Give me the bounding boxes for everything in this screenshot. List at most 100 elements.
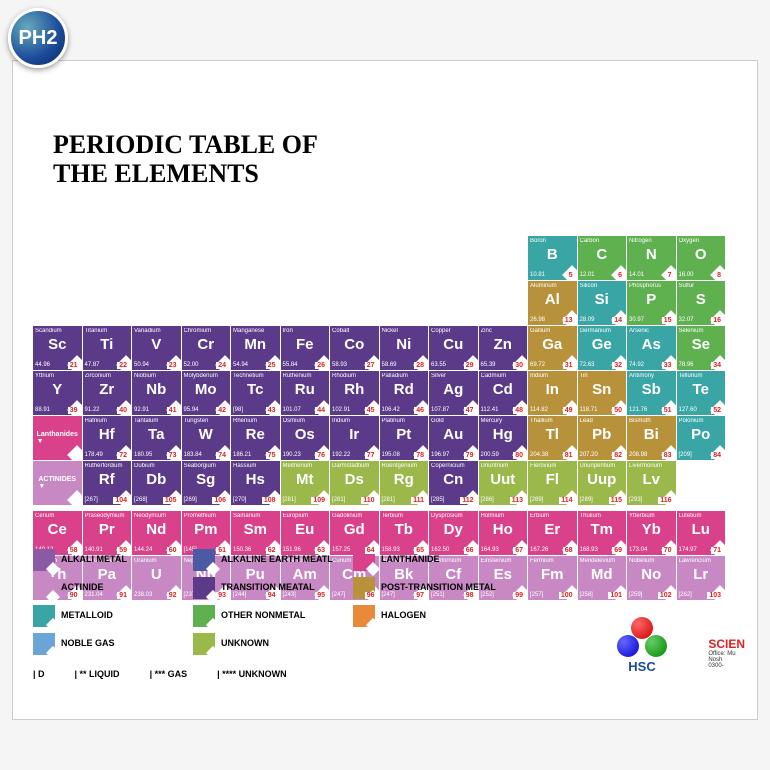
element-mass: [286] — [481, 497, 494, 503]
element-Sc: Scandium Sc 44.96 21 — [33, 326, 82, 370]
element-Mn: Manganese Mn 54.94 25 — [231, 326, 280, 370]
element-Cn: Copernicium Cn [285] 112 — [429, 461, 478, 505]
element-number: 31 — [563, 362, 575, 369]
element-name: Gold — [431, 418, 476, 424]
element-name: Lawrencium — [679, 558, 724, 564]
element-number: 61 — [216, 547, 228, 554]
page-title: PERIODIC TABLE OF THE ELEMENTS — [53, 131, 318, 188]
element-number: 81 — [563, 452, 575, 459]
swatch-icon — [353, 605, 375, 627]
element-Ga: Gallium Ga 69.72 31 — [528, 326, 577, 370]
element-mass: 200.59 — [481, 452, 499, 458]
element-Ir: Iridium Ir 192.22 77 — [330, 416, 379, 460]
element-Lr: Lawrencium Lr [262] 103 — [677, 556, 726, 600]
element-name: Manganese — [233, 328, 278, 334]
element-symbol: Se — [677, 336, 726, 353]
element-mass: 186.21 — [233, 452, 251, 458]
element-symbol: Ir — [330, 426, 379, 443]
element-mass: 107.87 — [431, 407, 449, 413]
legend-item: METALLOID — [33, 605, 193, 627]
element-name: Seaborgium — [184, 463, 229, 469]
title-line2: THE ELEMENTS — [53, 160, 318, 189]
element-mass: [259] — [629, 592, 642, 598]
element-N: Nitrogen N 14.01 7 — [627, 236, 676, 280]
element-symbol: Co — [330, 336, 379, 353]
element-number: 99 — [513, 592, 525, 599]
element-mass: 195.08 — [382, 452, 400, 458]
element-name: Gallium — [530, 328, 575, 334]
element-number: 111 — [411, 497, 426, 504]
element-number: 32 — [612, 362, 624, 369]
element-mass: 30.97 — [629, 317, 644, 323]
legend-item: OTHER NONMETAL — [193, 605, 353, 627]
element-symbol: Ge — [578, 336, 627, 353]
element-In: Indium In 114.82 49 — [528, 371, 577, 415]
element-symbol: Uut — [479, 471, 528, 488]
element-mass: [98] — [233, 407, 243, 413]
element-Te: Tellurium Te 127.60 52 — [677, 371, 726, 415]
element-number: 82 — [612, 452, 624, 459]
element-symbol: Er — [528, 521, 577, 538]
element-number: 14 — [612, 317, 624, 324]
element-name: Iridium — [332, 418, 377, 424]
legend-item: HALOGEN — [353, 605, 513, 627]
element-mass: 196.97 — [431, 452, 449, 458]
legend-label: LANTHANIDE — [381, 555, 440, 565]
element-number: 45 — [365, 407, 377, 414]
element-number: 5 — [567, 272, 575, 279]
element-name: Selenium — [679, 328, 724, 334]
element-number: 83 — [662, 452, 674, 459]
element-name: Arsenic — [629, 328, 674, 334]
group-label: Lanthanides▼ — [33, 416, 82, 460]
element-Sb: Antimony Sb 121.76 51 — [627, 371, 676, 415]
element-symbol: Cr — [182, 336, 231, 353]
element-Bi: Bismuth Bi 208.98 83 — [627, 416, 676, 460]
element-number: 50 — [612, 407, 624, 414]
element-number: 66 — [464, 547, 476, 554]
element-mass: 178.49 — [85, 452, 103, 458]
element-mass: 127.60 — [679, 407, 697, 413]
element-mass: 190.23 — [283, 452, 301, 458]
element-name: Europium — [283, 513, 328, 519]
element-name: Iron — [283, 328, 328, 334]
element-name: Oxygen — [679, 238, 724, 244]
element-Yb: Ytterbium Yb 173.04 70 — [627, 511, 676, 555]
element-mass: 102.91 — [332, 407, 350, 413]
element-mass: 44.96 — [35, 362, 50, 368]
element-Ag: Silver Ag 107.87 47 — [429, 371, 478, 415]
element-mass: 204.38 — [530, 452, 548, 458]
element-mass: 114.82 — [530, 407, 548, 413]
element-number: 59 — [117, 547, 129, 554]
periodic-grid: Boron B 10.81 5 Carbon C 12.01 6 Nitroge… — [33, 236, 737, 601]
element-number: 23 — [167, 362, 179, 369]
element-Uup: Ununpentium Uup [289] 115 — [578, 461, 627, 505]
element-symbol: In — [528, 381, 577, 398]
element-name: Hassium — [233, 463, 278, 469]
element-mass: 63.55 — [431, 362, 446, 368]
element-symbol: Ho — [479, 521, 528, 538]
element-symbol: S — [677, 291, 726, 308]
element-symbol: Fm — [528, 566, 577, 583]
element-number: 102 — [658, 592, 674, 599]
element-number: 60 — [167, 547, 179, 554]
element-symbol: Mn — [231, 336, 280, 353]
element-name: Yttrium — [35, 373, 80, 379]
swatch-icon — [33, 577, 55, 599]
element-number: 33 — [662, 362, 674, 369]
element-name: Rhodium — [332, 373, 377, 379]
element-P: Phosphorus P 30.97 15 — [627, 281, 676, 325]
element-number: 80 — [513, 452, 525, 459]
swatch-icon — [33, 605, 55, 627]
element-name: Germanium — [580, 328, 625, 334]
element-symbol: Cu — [429, 336, 478, 353]
title-line1: PERIODIC TABLE OF — [53, 131, 318, 160]
element-number: 22 — [117, 362, 129, 369]
element-number: 93 — [216, 592, 228, 599]
element-number: 52 — [711, 407, 723, 414]
element-name: Ytterbium — [629, 513, 674, 519]
element-number: 47 — [464, 407, 476, 414]
element-symbol: Ce — [33, 521, 82, 538]
element-Zr: Zirconium Zr 91.22 40 — [83, 371, 132, 415]
element-symbol: Sn — [578, 381, 627, 398]
element-mass: 106.42 — [382, 407, 400, 413]
